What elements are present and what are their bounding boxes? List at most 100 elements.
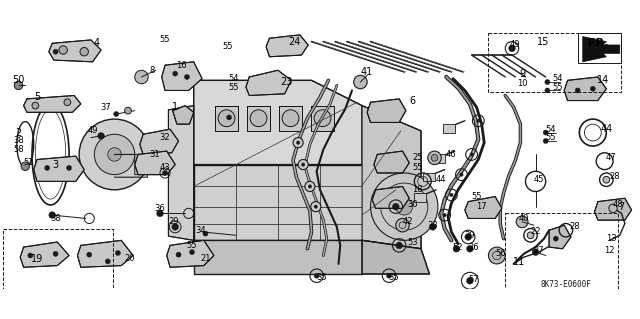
Text: 26: 26 xyxy=(468,242,479,252)
Circle shape xyxy=(32,102,39,109)
Bar xyxy=(505,213,618,289)
Text: 38: 38 xyxy=(13,137,24,145)
Circle shape xyxy=(184,74,189,79)
Text: 55: 55 xyxy=(159,35,170,44)
Bar xyxy=(433,154,445,163)
Polygon shape xyxy=(549,225,571,249)
Polygon shape xyxy=(135,154,152,175)
Polygon shape xyxy=(247,106,270,131)
Circle shape xyxy=(509,45,515,52)
Text: 55: 55 xyxy=(222,42,232,51)
Bar xyxy=(443,124,455,133)
Text: 16: 16 xyxy=(176,61,186,70)
Circle shape xyxy=(53,49,58,54)
Polygon shape xyxy=(24,95,81,112)
Polygon shape xyxy=(372,186,409,208)
Polygon shape xyxy=(583,37,620,62)
Text: 55: 55 xyxy=(552,83,563,92)
Polygon shape xyxy=(362,240,429,274)
Circle shape xyxy=(203,231,208,236)
Circle shape xyxy=(282,110,299,127)
Polygon shape xyxy=(367,99,406,122)
Circle shape xyxy=(59,46,67,54)
Circle shape xyxy=(28,253,33,258)
Circle shape xyxy=(516,216,528,228)
Circle shape xyxy=(163,170,168,175)
Text: 32: 32 xyxy=(160,133,170,142)
Polygon shape xyxy=(167,240,214,267)
Circle shape xyxy=(450,193,453,197)
Circle shape xyxy=(545,79,550,85)
Circle shape xyxy=(527,232,534,239)
Text: 55: 55 xyxy=(229,83,239,92)
Circle shape xyxy=(314,273,319,278)
Polygon shape xyxy=(194,165,362,240)
Text: 31: 31 xyxy=(150,150,160,159)
Polygon shape xyxy=(20,242,69,267)
Text: 19: 19 xyxy=(31,254,43,264)
Circle shape xyxy=(387,273,392,278)
Text: 55: 55 xyxy=(472,192,482,201)
Circle shape xyxy=(298,160,308,170)
Text: 30: 30 xyxy=(407,200,418,210)
Circle shape xyxy=(443,213,446,217)
Circle shape xyxy=(396,242,403,249)
Circle shape xyxy=(609,204,617,212)
Text: 40: 40 xyxy=(518,214,529,223)
Circle shape xyxy=(189,249,195,255)
Circle shape xyxy=(79,119,150,190)
Circle shape xyxy=(218,110,235,127)
Circle shape xyxy=(114,112,119,116)
Circle shape xyxy=(545,88,550,93)
Polygon shape xyxy=(215,106,238,131)
Circle shape xyxy=(157,210,163,217)
Circle shape xyxy=(575,88,580,93)
Polygon shape xyxy=(77,240,133,267)
Circle shape xyxy=(392,203,399,210)
Bar xyxy=(414,193,426,202)
Text: 39: 39 xyxy=(465,231,476,240)
Text: 55: 55 xyxy=(545,133,556,142)
Polygon shape xyxy=(168,106,194,240)
Circle shape xyxy=(429,224,436,230)
Text: 4: 4 xyxy=(94,38,100,48)
Text: 56: 56 xyxy=(495,249,506,258)
Circle shape xyxy=(293,137,303,148)
Circle shape xyxy=(465,234,472,240)
Text: 33: 33 xyxy=(428,221,438,230)
Text: 37: 37 xyxy=(100,103,111,112)
Text: 12: 12 xyxy=(604,246,615,255)
Circle shape xyxy=(135,70,148,84)
Text: 41: 41 xyxy=(361,67,373,77)
Text: 29: 29 xyxy=(168,217,179,226)
Text: 28: 28 xyxy=(609,172,620,181)
Text: 27: 27 xyxy=(534,246,544,255)
Polygon shape xyxy=(162,62,202,91)
Polygon shape xyxy=(362,106,421,249)
Circle shape xyxy=(176,252,181,257)
Text: 17: 17 xyxy=(476,202,487,211)
Text: 7: 7 xyxy=(618,202,625,212)
Polygon shape xyxy=(374,151,409,173)
Text: 52: 52 xyxy=(453,242,463,252)
Circle shape xyxy=(543,138,548,144)
Text: 35: 35 xyxy=(316,273,327,282)
Circle shape xyxy=(53,251,58,256)
Circle shape xyxy=(371,173,438,240)
Text: 48: 48 xyxy=(612,200,623,210)
Circle shape xyxy=(125,107,131,114)
Circle shape xyxy=(14,81,23,90)
Text: 49: 49 xyxy=(510,41,520,49)
Circle shape xyxy=(453,245,460,252)
Circle shape xyxy=(67,165,72,170)
Circle shape xyxy=(49,212,56,219)
Text: 9: 9 xyxy=(519,69,525,78)
Text: 8: 8 xyxy=(149,66,154,75)
Circle shape xyxy=(428,151,441,165)
Text: 2: 2 xyxy=(15,128,22,137)
Circle shape xyxy=(431,154,438,161)
Circle shape xyxy=(250,110,267,127)
Text: 54: 54 xyxy=(229,74,239,83)
Polygon shape xyxy=(194,80,362,165)
Text: 55: 55 xyxy=(412,163,423,172)
